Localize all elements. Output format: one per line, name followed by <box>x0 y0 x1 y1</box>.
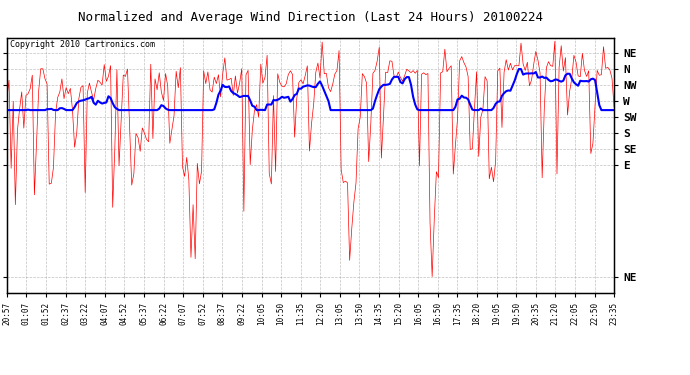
Text: Copyright 2010 Cartronics.com: Copyright 2010 Cartronics.com <box>10 40 155 49</box>
Text: Normalized and Average Wind Direction (Last 24 Hours) 20100224: Normalized and Average Wind Direction (L… <box>78 11 543 24</box>
